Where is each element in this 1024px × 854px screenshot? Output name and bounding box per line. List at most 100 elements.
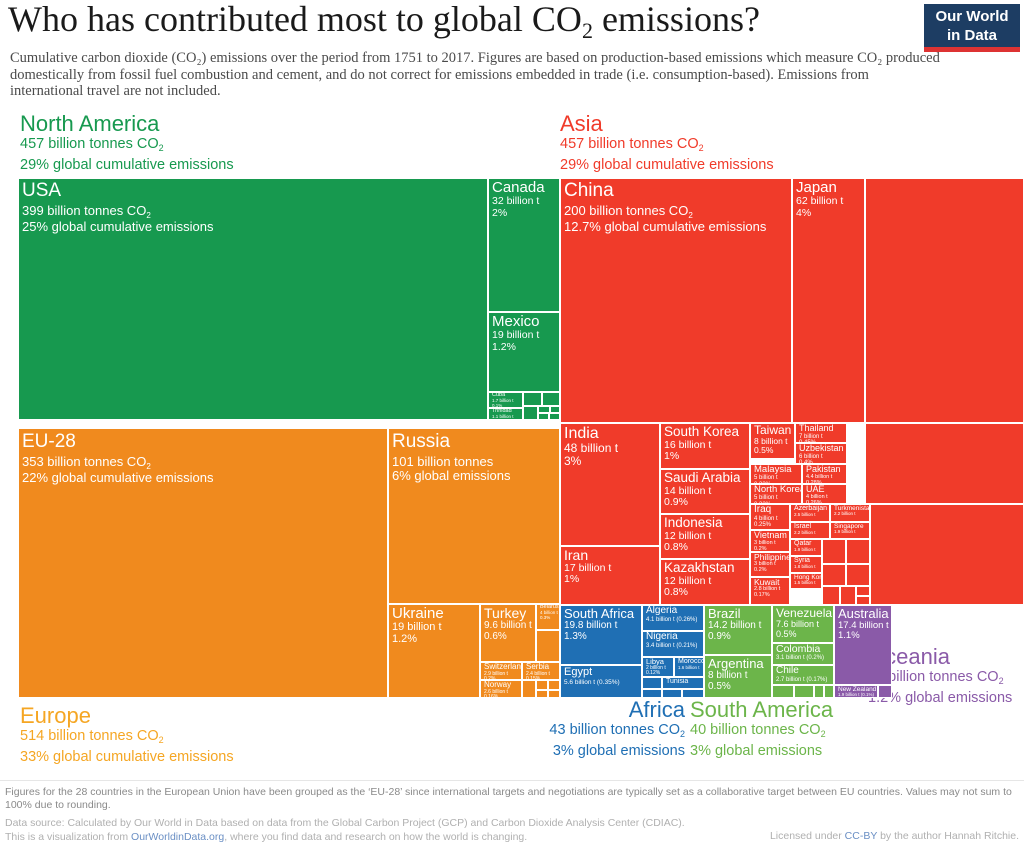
treemap-tile-na-misc-1[interactable] bbox=[523, 392, 542, 406]
treemap-tile-sa-misc-2[interactable] bbox=[794, 685, 814, 698]
treemap-tile-eu28[interactable]: EU-28 353 billion tonnes CO2 22% global … bbox=[18, 428, 388, 698]
treemap-tile-af-misc-4[interactable] bbox=[682, 689, 704, 698]
treemap-tile-brazil[interactable]: Brazil 14.2 billion t 0.9% bbox=[704, 605, 772, 655]
treemap-tile-pakistan[interactable]: Pakistan 4.4 billion t 0.28% bbox=[802, 464, 847, 484]
treemap-tile-russia[interactable]: Russia 101 billion tonnes 6% global emis… bbox=[388, 428, 560, 604]
treemap-tile-morocco[interactable]: Morocco 1.6 billion t bbox=[674, 657, 704, 677]
treemap-tile-australia[interactable]: Australia 17.4 billion t 1.1% bbox=[834, 605, 892, 685]
treemap-tile-belarus[interactable]: Belarus 4 billion t 0.3% bbox=[536, 604, 560, 630]
treemap-tile-na-misc-3[interactable] bbox=[523, 406, 538, 420]
treemap-tile-saudi-arabia[interactable]: Saudi Arabia 14 billion t 0.9% bbox=[660, 469, 750, 514]
treemap-tile-asia-misc-2[interactable] bbox=[846, 539, 870, 564]
tile-value-sub: 2 bbox=[688, 210, 693, 220]
owid-link[interactable]: OurWorldinData.org bbox=[131, 831, 225, 843]
treemap-tile-asia-misc-6[interactable] bbox=[840, 586, 856, 605]
treemap-tile-north-korea[interactable]: North Korea 5 billion t 0.32% bbox=[750, 484, 802, 504]
treemap-tile-uzbekistan[interactable]: Uzbekistan 6 billion t 0.4% bbox=[795, 443, 847, 464]
treemap-tile-eu-misc-4[interactable] bbox=[548, 680, 560, 690]
treemap-tile-chile[interactable]: Chile 2.7 billion t (0.17%) bbox=[772, 665, 834, 685]
continent-tonnes-text: 20 billion tonnes CO bbox=[868, 669, 999, 685]
treemap-tile-switzerland[interactable]: Switzerland 2.9 billion t 0.2% bbox=[480, 662, 522, 680]
treemap-tile-hong-kong[interactable]: Hong Kong 1.5 billion t bbox=[790, 573, 822, 589]
treemap-tile-sa-misc-3[interactable] bbox=[814, 685, 824, 698]
treemap-tile-asia-misc-1[interactable] bbox=[822, 539, 846, 564]
treemap-tile-iraq[interactable]: Iraq 4 billion t 0.25% bbox=[750, 504, 790, 530]
treemap-tile-asia-misc-5[interactable] bbox=[822, 586, 840, 605]
treemap-tile-norway[interactable]: Norway 2.6 billion t 0.16% bbox=[480, 680, 522, 698]
tile-name: New Zealand bbox=[838, 686, 877, 693]
continent-tonnes-text: 514 billion tonnes CO bbox=[20, 728, 159, 744]
treemap-tile-asia-misc-3[interactable] bbox=[822, 564, 846, 586]
treemap-tile-na-misc-6[interactable] bbox=[538, 413, 549, 420]
treemap-tile-na-misc-7[interactable] bbox=[549, 413, 560, 420]
continent-tonnes-text: 40 billion tonnes CO bbox=[690, 722, 821, 738]
treemap-tile-ukraine[interactable]: Ukraine 19 billion t 1.2% bbox=[388, 604, 480, 698]
treemap-tile-eu-misc-1[interactable] bbox=[536, 630, 560, 662]
treemap-tile-qatar[interactable]: Qatar 1.9 billion t bbox=[790, 539, 822, 556]
tile-name: Vietnam bbox=[754, 530, 787, 540]
title-text-pre: Who has contributed most to global CO bbox=[8, 0, 582, 39]
treemap-tile-turkey[interactable]: Turkey 9.6 billion t 0.6% bbox=[480, 604, 536, 662]
treemap-tile-syria[interactable]: Syria 1.8 billion t bbox=[790, 556, 822, 573]
treemap-tile-turkmenistan[interactable]: Turkmenistan 2.2 billion t bbox=[830, 504, 870, 522]
continent-name: Europe bbox=[20, 703, 91, 728]
treemap-tile-venezuela[interactable]: Venezuela 7.6 billion t 0.5% bbox=[772, 605, 834, 643]
treemap-tile-na-misc-5[interactable] bbox=[550, 406, 560, 413]
treemap-tile-eu-misc-6[interactable] bbox=[548, 690, 560, 698]
treemap-tile-canada[interactable]: Canada 32 billion t 2% bbox=[488, 178, 560, 312]
owid-logo[interactable]: Our World in Data bbox=[924, 4, 1020, 52]
treemap-tile-eu-misc-3[interactable] bbox=[536, 680, 548, 690]
treemap-tile-mexico[interactable]: Mexico 19 billion t 1.2% bbox=[488, 312, 560, 392]
treemap-tile-cuba[interactable]: Cuba 1.7 billion t 0.1% bbox=[488, 392, 523, 408]
treemap-tile-na-misc-4[interactable] bbox=[538, 406, 550, 413]
treemap-tile-libya[interactable]: Libya 2 billion t 0.12% bbox=[642, 657, 674, 677]
treemap-tile-south-africa[interactable]: South Africa 19.8 billion t 1.3% bbox=[560, 605, 642, 665]
treemap-tile-usa[interactable]: USA 399 billion tonnes CO2 25% global cu… bbox=[18, 178, 488, 420]
treemap-tile-eu-misc-2[interactable] bbox=[522, 680, 536, 698]
treemap-tile-oc-misc-1[interactable] bbox=[878, 685, 892, 698]
treemap-tile-af-misc-3[interactable] bbox=[662, 689, 682, 698]
treemap-tile-thailand[interactable]: Thailand 7 billion t 0.45% bbox=[795, 423, 847, 443]
treemap-tile-israel[interactable]: Israel 2.2 billion t bbox=[790, 522, 830, 539]
treemap-tile-kazakhstan[interactable]: Kazakhstan 12 billion t 0.8% bbox=[660, 559, 750, 605]
cc-by-link[interactable]: CC-BY bbox=[844, 830, 878, 842]
treemap-tile-asia-filler-3[interactable] bbox=[865, 423, 1024, 504]
treemap-tile-eu-misc-5[interactable] bbox=[536, 690, 548, 698]
treemap-tile-sa-misc-4[interactable] bbox=[824, 685, 834, 698]
treemap-tile-algeria[interactable]: Algeria 4.1 billion t (0.26%) bbox=[642, 605, 704, 631]
treemap-tile-af-misc-2[interactable] bbox=[642, 689, 662, 698]
treemap-tile-egypt[interactable]: Egypt 5.6 billion t (0.35%) bbox=[560, 665, 642, 698]
treemap-tile-malaysia[interactable]: Malaysia 5 billion t 0.33% bbox=[750, 464, 802, 484]
treemap-tile-sa-misc-1[interactable] bbox=[772, 685, 794, 698]
treemap-tile-kuwait[interactable]: Kuwait 2.8 billion t 0.17% bbox=[750, 577, 790, 605]
footer-source-pre: This is a visualization from bbox=[5, 831, 132, 843]
treemap-tile-iran[interactable]: Iran 17 billion t 1% bbox=[560, 546, 660, 605]
treemap-tile-asia-misc-4[interactable] bbox=[846, 564, 870, 586]
treemap-tile-south-korea[interactable]: South Korea 16 billion t 1% bbox=[660, 423, 750, 469]
tile-name: Azerbaijan bbox=[794, 505, 828, 512]
treemap-tile-philippines[interactable]: Philippines 3 billion t 0.2% bbox=[750, 552, 790, 577]
treemap-tile-japan[interactable]: Japan 62 billion t 4% bbox=[792, 178, 865, 423]
treemap-tile-serbia[interactable]: Serbia 2.4 billion t 0.15% bbox=[522, 662, 560, 680]
treemap-tile-taiwan[interactable]: Taiwan 8 billion t 0.5% bbox=[750, 423, 795, 459]
treemap-tile-uae[interactable]: UAE 4 billion t 0.26% bbox=[802, 484, 847, 504]
treemap-tile-india[interactable]: India 48 billion t 3% bbox=[560, 423, 660, 546]
treemap-tile-asia-filler-1[interactable] bbox=[865, 178, 1024, 423]
treemap-tile-vietnam[interactable]: Vietnam 3 billion t 0.2% bbox=[750, 530, 790, 552]
tile-share: 25% global cumulative emissions bbox=[22, 219, 214, 235]
treemap-tile-china[interactable]: China 200 billion tonnes CO2 12.7% globa… bbox=[560, 178, 792, 423]
treemap-tile-af-misc-1[interactable] bbox=[642, 677, 662, 689]
treemap-tile-nigeria[interactable]: Nigeria 3.4 billion t (0.21%) bbox=[642, 631, 704, 657]
treemap-tile-argentina[interactable]: Argentina 8 billion t 0.5% bbox=[704, 655, 772, 698]
treemap-tile-trinidad[interactable]: Trinidad 1.1 billion t bbox=[488, 408, 523, 420]
treemap-tile-asia-filler-2[interactable] bbox=[870, 504, 1024, 605]
treemap-tile-new-zealand[interactable]: New Zealand 1.9 billion t (0.1%) bbox=[834, 685, 878, 698]
treemap-tile-na-misc-2[interactable] bbox=[542, 392, 560, 406]
treemap-tile-colombia[interactable]: Colombia 3.1 billion t (0.2%) bbox=[772, 643, 834, 665]
treemap-tile-asia-misc-8[interactable] bbox=[856, 596, 870, 605]
treemap-tile-azerbaijan[interactable]: Azerbaijan 2.5 billion t bbox=[790, 504, 830, 522]
treemap-tile-tunisia[interactable]: Tunisia bbox=[662, 677, 704, 689]
treemap-tile-asia-misc-7[interactable] bbox=[856, 586, 870, 596]
treemap-tile-indonesia[interactable]: Indonesia 12 billion t 0.8% bbox=[660, 514, 750, 559]
treemap-tile-singapore[interactable]: Singapore 1.9 billion t bbox=[830, 522, 870, 539]
